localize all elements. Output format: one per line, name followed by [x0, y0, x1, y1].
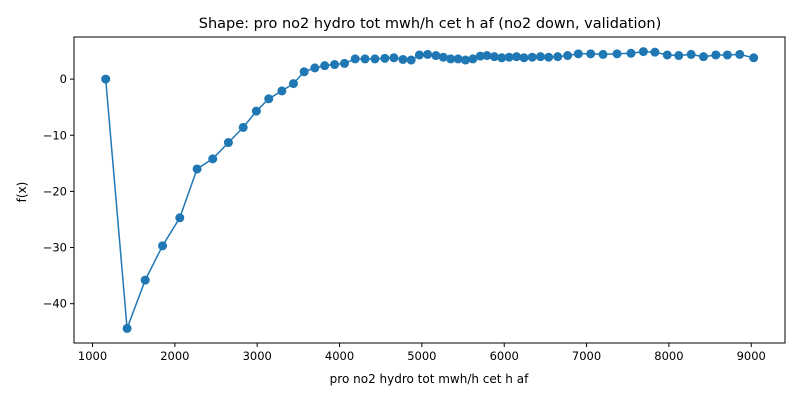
data-point: [489, 52, 499, 62]
data-point: [686, 49, 696, 59]
data-point: [544, 52, 554, 62]
data-point: [370, 54, 380, 64]
y-tick-label: −30: [43, 241, 67, 255]
data-point: [662, 50, 672, 60]
data-point: [350, 54, 360, 64]
data-point: [461, 55, 471, 65]
data-point: [158, 241, 168, 251]
x-tick-label: 6000: [490, 349, 519, 363]
chart-title: Shape: pro no2 hydro tot mwh/h cet h af …: [199, 16, 661, 32]
data-point: [504, 52, 514, 62]
data-point: [475, 51, 485, 61]
data-point: [650, 47, 660, 57]
data-point: [192, 164, 202, 174]
y-tick-label: −10: [43, 128, 67, 142]
y-tick-label: 0: [60, 72, 67, 86]
data-point: [389, 53, 399, 63]
data-point: [482, 51, 492, 61]
data-point: [512, 52, 522, 62]
data-point: [468, 54, 478, 64]
x-tick-label: 9000: [737, 349, 766, 363]
data-point: [446, 54, 456, 64]
x-tick-label: 2000: [160, 349, 189, 363]
data-point: [722, 50, 732, 60]
data-point: [238, 122, 248, 132]
data-point: [122, 323, 132, 333]
data-point: [398, 54, 408, 64]
y-axis-label: f(x): [15, 182, 29, 203]
data-point: [140, 275, 150, 285]
x-axis-ticks: 1000 2000 3000 4000 5000 6000 7000 8000 9000: [78, 343, 766, 363]
data-point: [535, 52, 545, 62]
data-point: [330, 60, 340, 70]
data-point: [438, 52, 448, 62]
data-point: [406, 55, 416, 65]
data-point: [208, 154, 218, 164]
data-point: [563, 51, 573, 61]
data-point: [638, 47, 648, 57]
data-point: [711, 50, 721, 60]
data-point: [626, 48, 636, 58]
x-tick-label: 5000: [407, 349, 436, 363]
data-point: [519, 53, 529, 63]
data-point: [453, 54, 463, 64]
x-tick-label: 8000: [654, 349, 683, 363]
data-point: [698, 52, 708, 62]
x-tick-label: 7000: [572, 349, 601, 363]
data-point: [573, 49, 583, 59]
data-point: [527, 52, 537, 62]
y-tick-label: −40: [43, 297, 67, 311]
data-point: [360, 54, 370, 64]
data-point: [497, 53, 507, 63]
data-point: [288, 79, 298, 89]
plot-area: [73, 36, 786, 344]
data-point: [175, 213, 185, 223]
data-point: [586, 49, 596, 59]
data-point: [320, 61, 330, 71]
data-point: [553, 52, 563, 62]
data-point: [423, 49, 433, 59]
x-tick-label: 4000: [325, 349, 354, 363]
data-point: [310, 63, 320, 73]
data-point: [674, 51, 684, 61]
data-point: [101, 74, 111, 84]
data-point: [735, 49, 745, 59]
data-point: [223, 138, 233, 148]
data-point: [598, 49, 608, 59]
data-point: [277, 86, 287, 96]
data-point: [251, 106, 261, 116]
data-point: [264, 94, 274, 104]
data-point: [339, 58, 349, 68]
y-axis-ticks: 0 −10 −20 −30 −40: [43, 72, 74, 311]
x-axis-label: pro no2 hydro tot mwh/h cet h af: [330, 372, 529, 386]
data-point: [414, 50, 424, 60]
x-tick-label: 3000: [243, 349, 272, 363]
data-point: [612, 49, 622, 59]
data-point: [380, 53, 390, 63]
plot-frame: [73, 36, 786, 344]
series-layer: [101, 47, 759, 333]
data-point: [749, 53, 759, 63]
data-point: [431, 51, 441, 61]
y-tick-label: −20: [43, 184, 67, 198]
data-point: [299, 67, 309, 77]
x-tick-label: 1000: [78, 349, 107, 363]
